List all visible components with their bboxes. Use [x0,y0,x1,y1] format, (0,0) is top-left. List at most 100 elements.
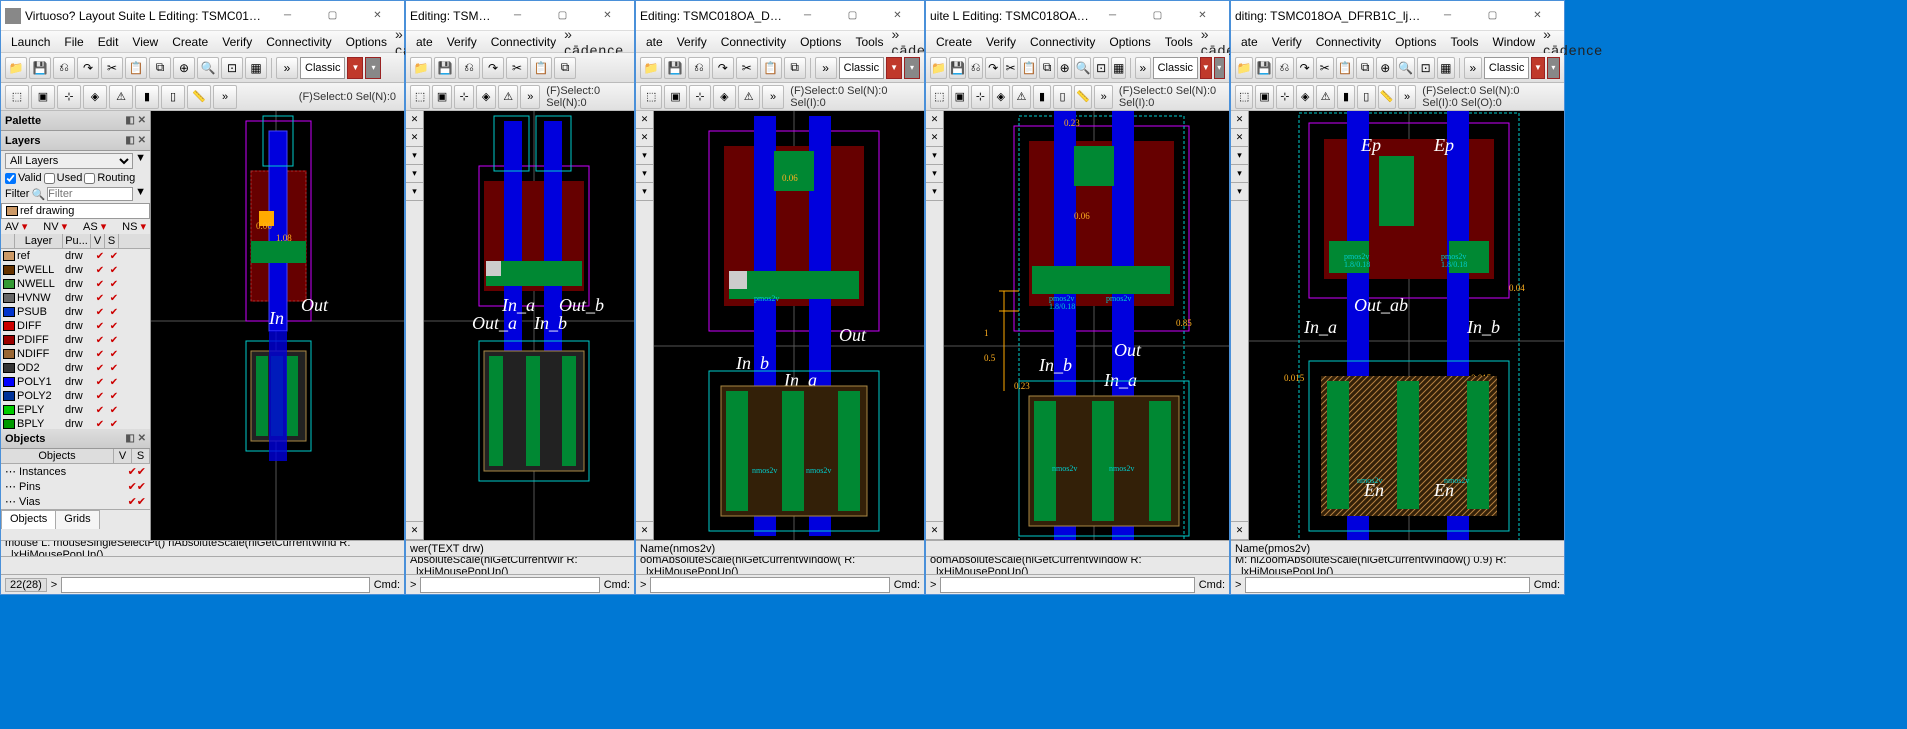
toolbar-btn-7[interactable]: ⊕ [173,57,195,79]
menu-ate[interactable]: ate [640,33,669,51]
toolbar-btn-4[interactable]: ✂ [506,57,528,79]
layer-row-POLY1[interactable]: POLY1drw ✔✔ [1,375,150,389]
toolbar-btn-5[interactable]: 📋 [760,57,782,79]
object-Instances[interactable]: ⋯ Instances✔✔ [1,464,150,479]
minimize-button[interactable]: ─ [495,2,540,30]
layer-row-HVNW[interactable]: HVNWdrw ✔✔ [1,291,150,305]
toolbar2-btn-7[interactable]: 📏 [187,85,211,109]
toolbar2-btn-1[interactable]: ▣ [951,85,970,109]
routing-check[interactable] [84,173,95,184]
toolbar-btn-2[interactable]: ⎌ [53,57,75,79]
toolbar-btn-4[interactable]: ✂ [736,57,758,79]
layer-row-OD2[interactable]: OD2drw ✔✔ [1,361,150,375]
layer-list[interactable]: refdrw ✔✔ PWELLdrw ✔✔ NWELLdrw ✔✔ HVNWdr… [1,249,150,429]
toolbar2-btn-2[interactable]: ⊹ [57,85,81,109]
toolbar2-btn-5[interactable]: ▮ [1337,85,1355,109]
toolbar2-btn-1[interactable]: ▣ [31,85,55,109]
toolbar2-btn-6[interactable]: ▯ [1053,85,1072,109]
maximize-button[interactable]: ▢ [830,2,875,30]
toolbar2-more[interactable]: » [213,85,237,109]
layer-row-NWELL[interactable]: NWELLdrw ✔✔ [1,277,150,291]
toolbar2-more[interactable]: » [1398,85,1416,109]
workspace-dropdown[interactable]: Classic [300,57,345,79]
layer-row-EPLY[interactable]: EPLYdrw ✔✔ [1,403,150,417]
toolbar-btn-7[interactable]: ⊕ [1376,57,1394,79]
workspace-dropdown[interactable]: Classic [839,57,884,79]
command-input[interactable] [61,577,369,593]
toolbar-btn-6[interactable]: ⧉ [784,57,806,79]
toolbar-btn-4[interactable]: ✂ [101,57,123,79]
toolbar-btn-1[interactable]: 💾 [434,57,456,79]
toolbar-btn-2[interactable]: ⎌ [688,57,710,79]
toolbar-btn-5[interactable]: 📋 [1336,57,1354,79]
toolbar-more[interactable]: » [815,57,837,79]
layer-filter-dd[interactable]: ▼ [135,152,146,170]
toolbar-btn-6[interactable]: ⧉ [554,57,576,79]
toolbar2-btn-3[interactable]: ◈ [83,85,107,109]
toolbar2-btn-1[interactable]: ▣ [664,85,686,109]
sidebar-collapsed[interactable]: ✕✕▾▾▾ ✕ [636,111,654,540]
toolbar-btn-6[interactable]: ⧉ [1039,57,1055,79]
object-Pins[interactable]: ⋯ Pins✔✔ [1,479,150,494]
minimize-button[interactable]: ─ [785,2,830,30]
toolbar2-btn-6[interactable]: ▯ [161,85,185,109]
layer-row-PWELL[interactable]: PWELLdrw ✔✔ [1,263,150,277]
toolbar2-btn-0[interactable]: ⬚ [1235,85,1253,109]
toolbar-btn-9[interactable]: ⊡ [221,57,243,79]
workspace-dd-arrow[interactable]: ▼ [1200,57,1211,79]
menu-launch[interactable]: Launch [5,33,56,51]
toolbar2-btn-1[interactable]: ▣ [1255,85,1273,109]
toolbar2-btn-6[interactable]: ▯ [1357,85,1375,109]
toolbar-btn-6[interactable]: ⧉ [1356,57,1374,79]
toolbar-btn-8[interactable]: 🔍 [1074,57,1091,79]
toolbar2-more[interactable]: » [762,85,784,109]
menu-file[interactable]: File [58,33,89,51]
menu-create[interactable]: Create [166,33,214,51]
menu-options[interactable]: Options [340,33,393,51]
menu-connectivity[interactable]: Connectivity [260,33,337,51]
toolbar2-more[interactable]: » [520,85,540,109]
tab-objects[interactable]: Objects [1,510,56,529]
toolbar-btn-0[interactable]: 📁 [1235,57,1253,79]
menu-verify[interactable]: Verify [980,33,1022,51]
toolbar2-btn-7[interactable]: 📏 [1074,85,1093,109]
toolbar-btn-3[interactable]: ↷ [1296,57,1314,79]
toolbar2-btn-4[interactable]: ⚠ [109,85,133,109]
toolbar2-btn-5[interactable]: ▮ [1033,85,1052,109]
maximize-button[interactable]: ▢ [310,2,355,30]
menu-verify[interactable]: Verify [216,33,258,51]
menu-create[interactable]: Create [930,33,978,51]
toolbar-btn-8[interactable]: 🔍 [1396,57,1414,79]
command-input[interactable] [1245,577,1529,593]
toolbar-more[interactable]: » [1464,57,1482,79]
toolbar2-btn-4[interactable]: ⚠ [498,85,518,109]
toolbar-btn-3[interactable]: ↷ [985,57,1001,79]
filter-input[interactable] [47,187,133,201]
layer-row-NDIFF[interactable]: NDIFFdrw ✔✔ [1,347,150,361]
toolbar2-btn-4[interactable]: ⚠ [1012,85,1031,109]
toolbar2-btn-3[interactable]: ◈ [992,85,1011,109]
toolbar-btn-0[interactable]: 📁 [930,57,947,79]
toolbar2-btn-0[interactable]: ⬚ [640,85,662,109]
toolbar-btn-2[interactable]: ⎌ [458,57,480,79]
object-Vias[interactable]: ⋯ Vias✔✔ [1,494,150,509]
col-NV[interactable]: NV ▾ [43,220,67,233]
toolbar-btn-10[interactable]: ▦ [245,57,267,79]
command-input[interactable] [650,577,889,593]
toolbar-btn-4[interactable]: ✂ [1003,57,1019,79]
filter-dd[interactable]: ▼ [135,186,146,202]
workspace-dd-x[interactable]: ▾ [904,57,920,79]
toolbar2-btn-0[interactable]: ⬚ [410,85,430,109]
sidebar-collapsed[interactable]: ✕✕▾▾▾ ✕ [406,111,424,540]
minimize-button[interactable]: ─ [1090,2,1135,30]
toolbar-btn-2[interactable]: ⎌ [968,57,984,79]
toolbar-btn-1[interactable]: 💾 [1255,57,1273,79]
layer-filter-select[interactable]: All Layers [5,153,133,169]
toolbar-btn-1[interactable]: 💾 [664,57,686,79]
toolbar2-btn-2[interactable]: ⊹ [971,85,990,109]
layer-row-DIFF[interactable]: DIFFdrw ✔✔ [1,319,150,333]
menu-options[interactable]: Options [794,33,847,51]
toolbar-btn-2[interactable]: ⎌ [1275,57,1293,79]
menu-edit[interactable]: Edit [92,33,125,51]
toolbar-btn-0[interactable]: 📁 [5,57,27,79]
